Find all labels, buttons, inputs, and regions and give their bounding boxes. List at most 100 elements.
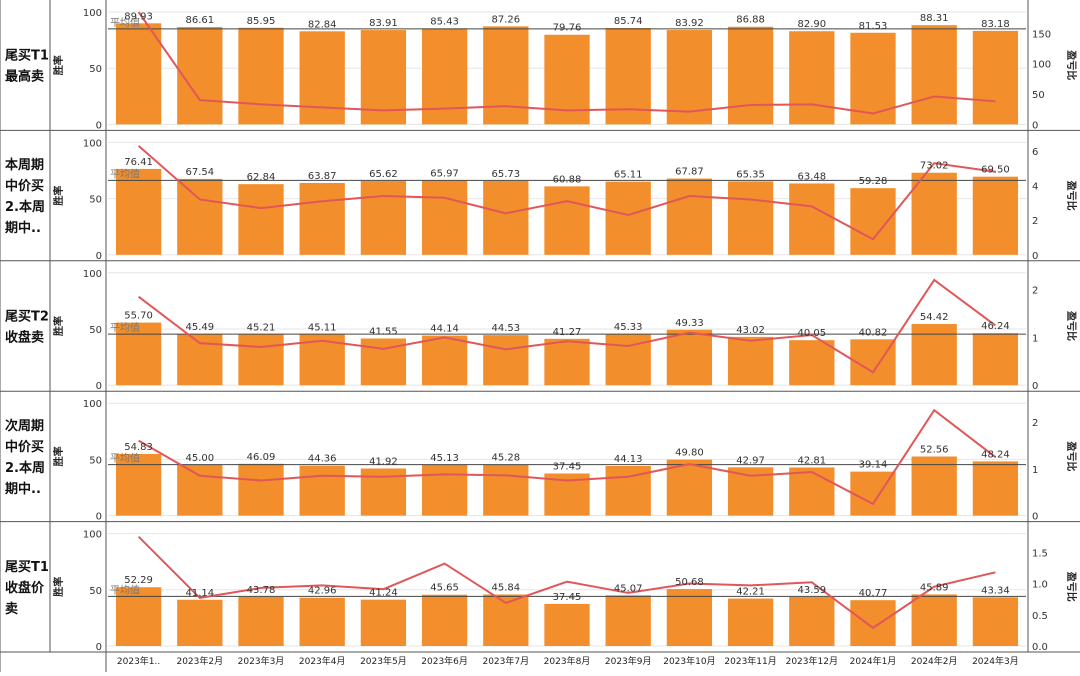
bar-value-label: 42.21 xyxy=(736,587,765,598)
ratio-line xyxy=(137,278,996,374)
bar xyxy=(483,335,529,386)
x-tick-label: 2024年3月 xyxy=(972,655,1019,667)
y2-tick-label: 0 xyxy=(1032,512,1038,523)
bar xyxy=(483,26,529,125)
bar xyxy=(789,597,835,646)
y-axis-label: 胜率 xyxy=(52,577,65,598)
bar xyxy=(115,587,162,646)
bar xyxy=(911,172,957,255)
bar-value-label: 50.68 xyxy=(675,577,704,588)
y-axis-label: 胜率 xyxy=(52,316,65,337)
bar xyxy=(544,186,590,255)
x-tick-label: 2023年2月 xyxy=(176,655,223,667)
bar-value-label: 44.14 xyxy=(430,324,459,335)
y-tick-label: 50 xyxy=(89,195,102,206)
row-label-line: 中价买 xyxy=(5,178,44,194)
bar xyxy=(360,599,407,646)
bar xyxy=(115,322,162,386)
bar-value-label: 52.29 xyxy=(124,575,153,586)
bar-value-label: 63.48 xyxy=(797,171,826,182)
y2-tick-label: 1 xyxy=(1032,465,1038,476)
y-axis-label: 胜率 xyxy=(52,186,65,207)
x-tick-label: 2023年7月 xyxy=(482,655,529,667)
bar-value-label: 85.43 xyxy=(430,16,459,27)
bar-value-label: 62.84 xyxy=(247,172,276,183)
bar xyxy=(850,471,896,516)
bar-value-label: 63.87 xyxy=(308,171,337,182)
bar xyxy=(115,168,162,255)
bar xyxy=(972,597,1019,646)
bar xyxy=(544,338,590,386)
bar-value-label: 43.02 xyxy=(736,325,765,336)
bar xyxy=(177,334,223,386)
bar-value-label: 41.24 xyxy=(369,588,398,599)
x-tick-label: 2023年5月 xyxy=(360,655,407,667)
bar-value-label: 88.31 xyxy=(920,13,949,24)
bar-value-label: 41.55 xyxy=(369,326,398,337)
bar-value-label: 82.90 xyxy=(797,19,826,30)
bar-value-label: 79.76 xyxy=(553,23,582,34)
bar-value-label: 60.88 xyxy=(553,174,582,185)
x-tick-label: 2023年10月 xyxy=(663,655,715,667)
bar-value-label: 87.26 xyxy=(491,14,520,25)
bar xyxy=(177,465,223,516)
bar xyxy=(850,188,896,255)
bar xyxy=(421,464,468,516)
ratio-line xyxy=(137,145,996,241)
bar-value-label: 43.34 xyxy=(981,585,1010,596)
y-tick-label: 100 xyxy=(83,399,102,410)
y2-tick-label: 0 xyxy=(1032,120,1038,131)
bar xyxy=(789,467,835,516)
bar xyxy=(238,334,284,386)
y2-tick-label: 6 xyxy=(1032,147,1038,158)
bar xyxy=(421,594,468,646)
bar xyxy=(605,595,651,646)
y2-tick-label: 4 xyxy=(1032,182,1038,193)
bar-value-label: 45.13 xyxy=(430,453,459,464)
bar xyxy=(666,30,713,125)
bar-value-label: 48.24 xyxy=(981,449,1010,460)
bar xyxy=(727,598,774,646)
bar xyxy=(238,184,284,255)
ratio-line xyxy=(137,536,996,630)
bar-value-label: 43.59 xyxy=(797,585,826,596)
y2-tick-label: 0.0 xyxy=(1032,642,1048,653)
y-tick-label: 0 xyxy=(96,120,102,131)
bar-value-label: 69.50 xyxy=(981,165,1010,176)
y2-tick-label: 0 xyxy=(1032,251,1038,262)
bar xyxy=(666,589,713,646)
bar xyxy=(911,324,957,386)
x-tick-label: 2024年2月 xyxy=(911,655,958,667)
y-tick-label: 50 xyxy=(89,586,102,597)
bar xyxy=(299,31,345,125)
average-label: 平均值 xyxy=(110,321,140,334)
bar-value-label: 86.88 xyxy=(736,15,765,26)
row-label-line: 收盘卖 xyxy=(5,330,44,346)
bar xyxy=(666,329,713,386)
bar-value-label: 65.73 xyxy=(491,169,520,180)
bar xyxy=(972,333,1019,386)
bar-value-label: 59.28 xyxy=(859,176,888,187)
y2-tick-label: 2 xyxy=(1032,216,1038,227)
bar xyxy=(177,27,223,125)
y2-tick-label: 150 xyxy=(1032,29,1051,40)
bar xyxy=(238,27,284,125)
y2-axis-label: 盈亏比 xyxy=(1065,310,1078,341)
bar xyxy=(972,30,1019,125)
bar-value-label: 65.11 xyxy=(614,170,643,181)
row-label-line: 中价买 xyxy=(5,439,44,455)
bar xyxy=(421,180,468,255)
bar-value-label: 45.11 xyxy=(308,322,337,333)
y-tick-label: 100 xyxy=(83,269,102,280)
bar xyxy=(483,180,529,255)
bar-value-label: 41.92 xyxy=(369,456,398,467)
bar-value-label: 40.82 xyxy=(859,327,888,338)
y2-tick-label: 1.5 xyxy=(1032,548,1048,559)
average-label: 平均值 xyxy=(110,16,140,29)
y-tick-label: 0 xyxy=(96,512,102,523)
row-label-line: 最高卖 xyxy=(5,69,44,85)
bar-value-label: 49.33 xyxy=(675,318,704,329)
bar-value-label: 45.33 xyxy=(614,322,643,333)
row-label-line: 次周期 xyxy=(5,418,44,434)
bar xyxy=(421,335,468,386)
